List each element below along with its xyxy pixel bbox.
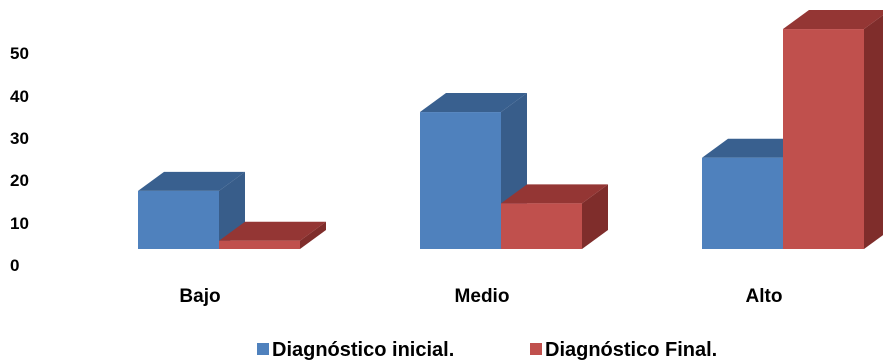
legend-swatch bbox=[257, 343, 269, 355]
y-tick-label: 50 bbox=[10, 44, 29, 63]
y-tick-label: 20 bbox=[10, 171, 29, 190]
bar-medio-diagnostico-inicial bbox=[420, 93, 527, 249]
y-tick-label: 10 bbox=[10, 214, 29, 233]
bar-side bbox=[582, 184, 608, 249]
bar-top bbox=[501, 184, 608, 204]
x-tick-label-alto: Alto bbox=[746, 286, 783, 307]
bar-bajo-diagnostico-inicial bbox=[138, 171, 245, 249]
y-tick-label: 40 bbox=[10, 87, 29, 106]
bar-bajo-diagnostico-final bbox=[219, 221, 326, 249]
legend: Diagnóstico inicial. Diagnóstico Final. bbox=[257, 339, 717, 360]
legend-item-diagnostico-inicial: Diagnóstico inicial. bbox=[257, 339, 454, 360]
y-tick-label: 0 bbox=[10, 256, 19, 275]
legend-swatch bbox=[530, 343, 542, 355]
bar-top bbox=[138, 171, 245, 191]
bar-top bbox=[420, 93, 527, 113]
x-axis: Bajo Medio Alto bbox=[179, 286, 782, 307]
bar-front bbox=[501, 203, 582, 249]
bar-front bbox=[420, 112, 501, 249]
bar-front bbox=[783, 29, 864, 249]
x-tick-label-bajo: Bajo bbox=[179, 286, 220, 307]
bar-side bbox=[300, 221, 326, 249]
bar-top bbox=[783, 10, 883, 30]
bar-front bbox=[138, 190, 219, 249]
y-tick-label: 30 bbox=[10, 129, 29, 148]
bar-side bbox=[864, 15, 883, 249]
legend-item-diagnostico-final: Diagnóstico Final. bbox=[530, 339, 717, 360]
bar-alto-diagnostico-final bbox=[783, 10, 883, 249]
y-axis: 0 10 20 30 40 50 bbox=[10, 44, 29, 275]
legend-label: Diagnóstico Final. bbox=[545, 339, 717, 360]
bar-front bbox=[219, 240, 300, 249]
bar-front bbox=[702, 157, 783, 249]
bar-top bbox=[219, 221, 326, 241]
bar-top bbox=[702, 138, 809, 158]
bar-medio-diagnostico-final bbox=[501, 184, 608, 249]
bars bbox=[138, 10, 883, 249]
legend-label: Diagnóstico inicial. bbox=[272, 339, 454, 360]
x-tick-label-medio: Medio bbox=[455, 286, 510, 307]
